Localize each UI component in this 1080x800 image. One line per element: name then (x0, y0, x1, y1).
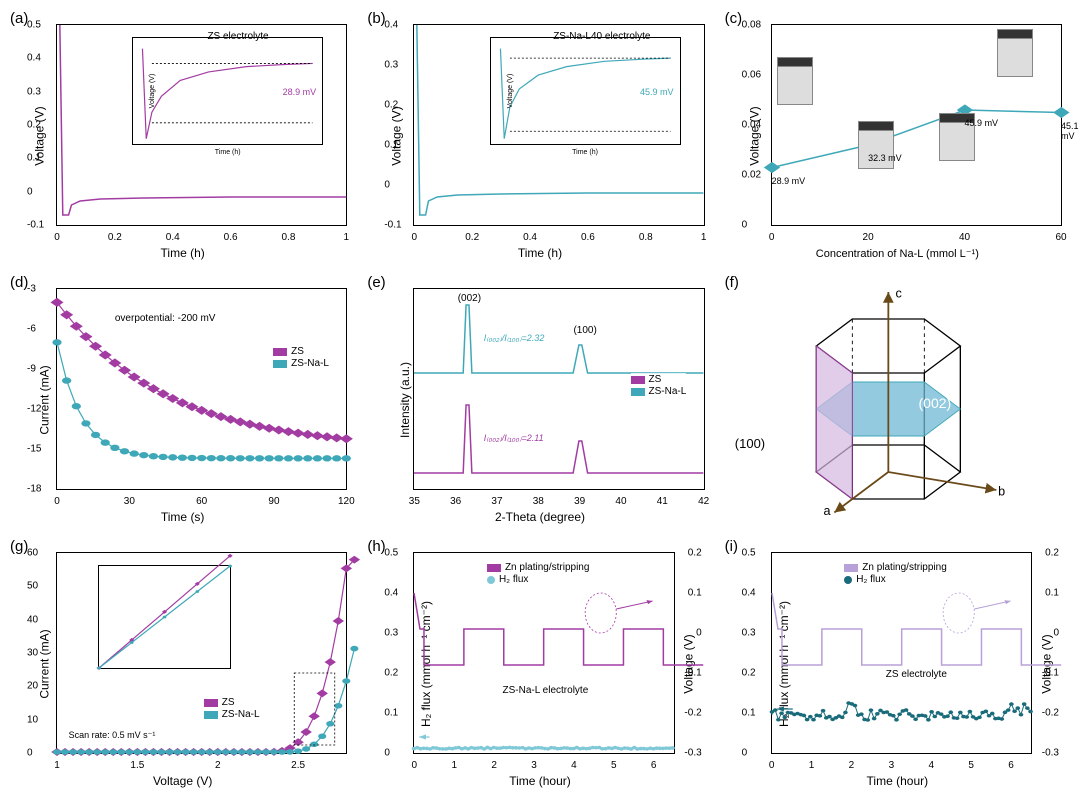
vial-icon (997, 29, 1033, 77)
panel-c-chart: 020406000.020.040.060.0828.9 mV32.3 mV45… (771, 24, 1062, 226)
panel-a-inset-xlabel: Time (h) (215, 149, 241, 156)
panel-c-label: (c) (725, 10, 743, 27)
panel-g-xlabel: Voltage (V) (153, 774, 212, 788)
panel-f: (f) c (721, 270, 1074, 530)
panel-g-legend: ZS ZS-Na-L (204, 696, 260, 721)
panel-b: (b) Voltage (V) Time (h) 45.9 mV Voltage… (363, 6, 716, 266)
panel-h-legend: Zn plating/stripping H₂ flux (487, 561, 590, 586)
panel-a-inset-ylabel: Voltage (V) (149, 74, 156, 109)
panel-d-chart: overpotential: -200 mV ZS ZS-Na-L 030609… (56, 288, 347, 490)
panel-f-label: (f) (725, 274, 739, 291)
panel-i: (i) H₂ flux (mmol h⁻¹ cm⁻²) Voltage (V) … (721, 534, 1074, 794)
legend-zsnal: ZS-Na-L (649, 386, 687, 397)
panel-a-chart: 28.9 mV Voltage (V) Time (h) ZS electrol… (56, 24, 347, 226)
panel-b-annot: ZS-Na-L40 electrolyte (553, 31, 650, 42)
panel-h-ylabel-right: Voltage (V) (682, 634, 696, 693)
legend-zsnal: ZS-Na-L (291, 358, 329, 369)
panel-h-chart: ZS-Na-L electrolyte Zn plating/stripping… (413, 552, 674, 754)
panel-h: (h) H₂ flux (mmol h⁻¹ cm⁻²) Voltage (V) … (363, 534, 716, 794)
panel-b-inset: 45.9 mV Voltage (V) Time (h) (490, 37, 681, 145)
panel-h-label: (h) (367, 538, 385, 555)
legend-zs: ZS (222, 697, 235, 708)
panel-g: (g) Current (mA) Voltage (V) Scan rate: … (6, 534, 359, 794)
panel-b-chart: 45.9 mV Voltage (V) Time (h) ZS-Na-L40 e… (413, 24, 704, 226)
figure-grid: (a) Voltage (V) Time (h) 28.9 mV Voltage… (0, 0, 1080, 800)
ratio-top: I₍₀₀₂₎/I₍₁₀₀₎=2.32 (484, 333, 545, 344)
panel-i-label: (i) (725, 538, 738, 555)
panel-g-ylabel: Current (mA) (38, 629, 52, 698)
panel-b-ylabel: Voltage (V) (390, 106, 404, 165)
panel-i-xlabel: Time (hour) (867, 774, 929, 788)
panel-c: (c) Voltage (V) Concentration of Na-L (m… (721, 6, 1074, 266)
legend-plating: Zn plating/stripping (505, 562, 590, 573)
panel-i-ylabel-right: Voltage (V) (1039, 634, 1053, 693)
peak-100-label: (100) (573, 325, 596, 336)
panel-i-chart: ZS electrolyte Zn plating/stripping H₂ f… (771, 552, 1032, 754)
panel-d-ylabel: Current (mA) (38, 365, 52, 434)
panel-e-ylabel: Intensity (a.u.) (398, 362, 412, 438)
vial-icon (777, 57, 813, 105)
panel-g-inset (98, 565, 231, 669)
panel-d-legend: ZS ZS-Na-L (273, 345, 329, 370)
hex-prism-svg: c b a (756, 283, 1039, 517)
panel-a-inset: 28.9 mV Voltage (V) Time (h) (132, 37, 323, 145)
panel-c-ylabel: Voltage (V) (747, 106, 761, 165)
panel-b-label: (b) (367, 10, 385, 27)
panel-h-annot: ZS-Na-L electrolyte (502, 685, 588, 696)
panel-i-annot: ZS electrolyte (886, 669, 947, 680)
panel-a: (a) Voltage (V) Time (h) 28.9 mV Voltage… (6, 6, 359, 266)
panel-b-inset-annot: 45.9 mV (640, 87, 674, 97)
panel-e-label: (e) (367, 274, 385, 291)
legend-zs: ZS (649, 374, 662, 385)
panel-c-xlabel: Concentration of Na-L (mmol L⁻¹) (816, 247, 979, 260)
svg-text:c: c (896, 286, 902, 300)
svg-text:b: b (998, 484, 1005, 498)
svg-text:a: a (824, 504, 831, 517)
panel-a-label: (a) (10, 10, 28, 27)
panel-d-xlabel: Time (s) (161, 510, 205, 524)
panel-d: (d) Current (mA) Time (s) overpotential:… (6, 270, 359, 530)
legend-zsnal: ZS-Na-L (222, 709, 260, 720)
panel-b-inset-ylabel: Voltage (V) (506, 74, 513, 109)
panel-i-legend: Zn plating/stripping H₂ flux (844, 561, 947, 586)
panel-h-xlabel: Time (hour) (509, 774, 571, 788)
panel-d-annot: overpotential: -200 mV (115, 313, 216, 324)
panel-g-inset-svg (99, 566, 230, 668)
panel-e-xlabel: 2-Theta (degree) (495, 510, 585, 524)
plane-100-label: (100) (735, 436, 765, 451)
panel-e: (e) Intensity (a.u.) 2-Theta (degree) (0… (363, 270, 716, 530)
legend-flux: H₂ flux (499, 574, 528, 585)
legend-flux: H₂ flux (856, 574, 885, 585)
panel-a-xlabel: Time (h) (161, 246, 205, 260)
panel-g-annot: Scan rate: 0.5 mV s⁻¹ (69, 730, 156, 741)
panel-a-inset-annot: 28.9 mV (283, 87, 317, 97)
ratio-bot: I₍₀₀₂₎/I₍₁₀₀₎=2.11 (484, 433, 544, 444)
panel-b-inset-xlabel: Time (h) (572, 149, 598, 156)
panel-a-annot: ZS electrolyte (207, 31, 268, 42)
panel-d-label: (d) (10, 274, 28, 291)
panel-g-label: (g) (10, 538, 28, 555)
legend-plating: Zn plating/stripping (862, 562, 947, 573)
peak-002-label: (002) (458, 293, 481, 304)
panel-g-chart: Scan rate: 0.5 mV s⁻¹ ZS ZS-Na-L 11.522.… (56, 552, 347, 754)
panel-b-xlabel: Time (h) (518, 246, 562, 260)
plane-002-label: (002) (919, 395, 952, 411)
panel-e-chart: (002) (100) I₍₀₀₂₎/I₍₁₀₀₎=2.32 I₍₀₀₂₎/I₍… (413, 288, 704, 490)
panel-e-legend: ZS ZS-Na-L (631, 373, 687, 398)
legend-zs: ZS (291, 346, 304, 357)
